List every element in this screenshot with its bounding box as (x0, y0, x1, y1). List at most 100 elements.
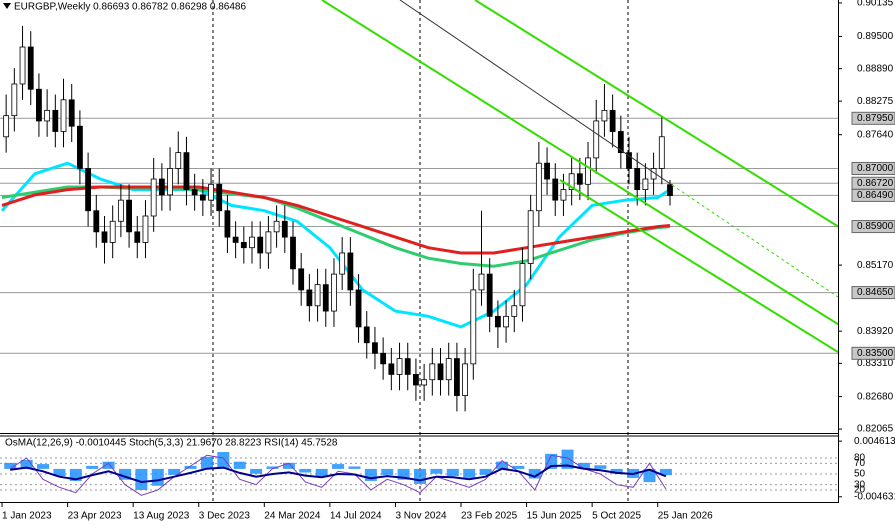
candle-body (68, 99, 75, 127)
y-tick-label: 0.83310 (857, 358, 894, 369)
candle-body (36, 88, 42, 122)
level-label-box (851, 220, 895, 234)
osma-bar (561, 449, 574, 469)
x-tick-label: 1 Jan 2023 (2, 511, 52, 522)
osma-bar (397, 468, 410, 480)
candle-body (314, 284, 321, 307)
channel-line (559, 179, 838, 353)
osma-bar (250, 468, 263, 474)
channel-line (474, 0, 838, 228)
osma-bar (479, 468, 492, 475)
candle-body (158, 178, 165, 196)
candle-body (478, 273, 485, 291)
y-tick-label: 0.90135 (857, 0, 894, 9)
candle-body (560, 189, 567, 201)
candle-body (150, 178, 157, 217)
menu-icon[interactable] (3, 3, 11, 9)
candle-body (52, 109, 59, 132)
candle-body (519, 263, 526, 307)
candle-body (437, 363, 444, 381)
level-label: 0.84650 (857, 287, 894, 298)
trend-channels (321, 0, 838, 353)
x-tick-label: 15 Jun 2025 (527, 511, 582, 522)
moving-average (1, 185, 671, 255)
candle-body (617, 131, 624, 154)
y-tick-label: 0.82065 (857, 424, 894, 435)
candle-body (503, 315, 509, 328)
candle-body (191, 189, 198, 196)
candle-body (142, 215, 149, 243)
osma-bar (217, 452, 230, 469)
candle-body (265, 231, 272, 254)
candle-body (535, 162, 542, 212)
indicator-title: OsMA(12,26,9) -0.0010445 Stoch(5,3,3) 21… (5, 438, 338, 449)
osma-bar (577, 462, 590, 469)
candle-body (421, 379, 428, 386)
candle-body (642, 178, 649, 190)
y2-tick-label: 30 (854, 479, 866, 490)
x-tick-label: 13 Aug 2023 (133, 511, 190, 522)
osma-bar (118, 468, 131, 480)
osma-bar (168, 468, 181, 475)
level-label: 0.87000 (857, 163, 894, 174)
x-tick-label: 5 Oct 2025 (592, 511, 641, 522)
osma-bar (200, 456, 213, 469)
candle-body (199, 194, 206, 201)
level-label: 0.86490 (857, 190, 894, 201)
osma-bar (53, 468, 66, 477)
candle-body (101, 231, 108, 243)
level-label-box (851, 286, 895, 300)
candle-body (470, 289, 477, 365)
osma-bar (86, 465, 99, 469)
candle-body (183, 152, 190, 190)
level-label: 0.83500 (857, 348, 894, 359)
candle-body (388, 363, 395, 375)
candle-body (462, 363, 469, 396)
osma-bar (594, 465, 607, 469)
candle-body (322, 284, 329, 312)
osma-bar (610, 468, 623, 474)
osma-bar (135, 468, 148, 490)
x-tick-label: 14 Jul 2024 (330, 511, 382, 522)
osma-bar (643, 468, 656, 483)
candle-body (339, 252, 346, 275)
osma-bar (37, 464, 50, 469)
level-label: 0.87950 (857, 113, 894, 124)
x-tick-label: 25 Jan 2026 (658, 511, 713, 522)
rsi-line (10, 464, 667, 484)
x-tick-label: 23 Apr 2023 (68, 511, 122, 522)
moving-average (0, 161, 671, 329)
candle-body (494, 315, 501, 328)
osma-bar (315, 468, 328, 477)
candle-body (527, 210, 534, 264)
level-label-box (851, 188, 895, 202)
indicator-pane (0, 449, 838, 496)
candle-body (454, 358, 460, 396)
candle-body (298, 268, 305, 291)
candle-body (273, 220, 280, 233)
candle-body (347, 252, 354, 291)
candle-body (372, 342, 378, 354)
candle-body (486, 273, 493, 317)
candle-body (626, 152, 632, 169)
osma-bar (348, 466, 361, 469)
candle-body (11, 83, 18, 117)
y-tick-label: 0.88275 (857, 96, 894, 107)
candle-body (93, 210, 100, 233)
osma-bar (659, 468, 672, 476)
chart-title: EURGBP,Weekly 0.86693 0.86782 0.86298 0.… (14, 2, 246, 13)
osma-bar (332, 464, 345, 469)
x-tick-label: 23 Feb 2025 (461, 511, 518, 522)
candle-body (257, 236, 264, 254)
candle-body (44, 109, 51, 122)
candle-body (208, 183, 214, 201)
osma-bar (512, 465, 525, 469)
candle-body (601, 109, 608, 122)
osma-bar (528, 468, 541, 479)
y-tick-label: -0.004631 (854, 491, 895, 502)
y-tick-label: 0.82680 (857, 391, 894, 402)
osma-bar (233, 461, 246, 469)
osma-bar (282, 462, 295, 469)
osma-bar (430, 468, 443, 474)
